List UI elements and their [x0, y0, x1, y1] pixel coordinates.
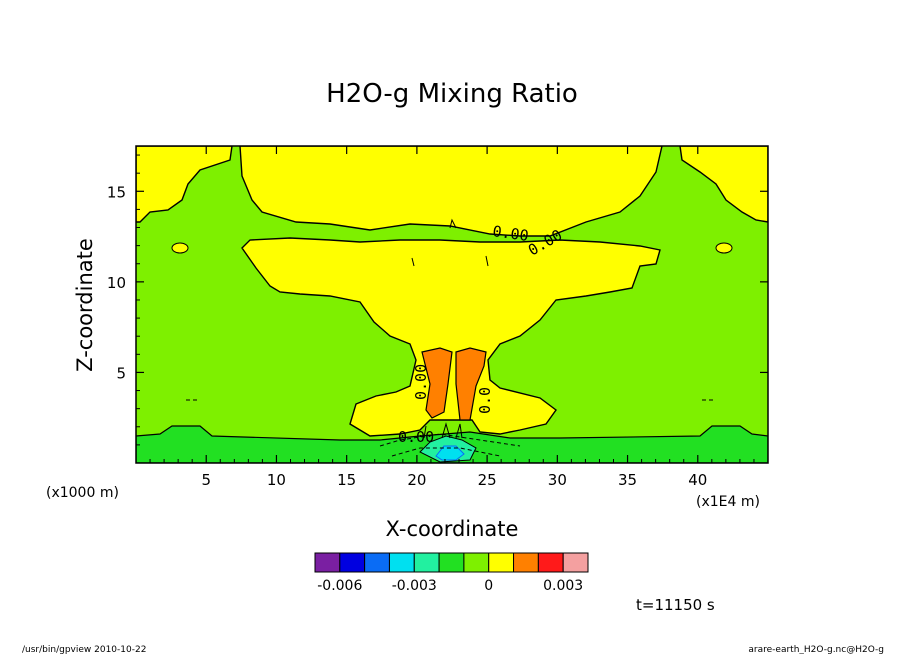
- y-axis: 5 10 15: [107, 154, 768, 446]
- x-tick-label: 25: [478, 471, 497, 489]
- colorbar-tick-label: 0.003: [543, 578, 583, 594]
- colorbar-tick-label: 0: [484, 578, 493, 594]
- colorbar-cell: [513, 552, 539, 573]
- small-yellow-patch: [171, 242, 189, 254]
- x-tick-label: 20: [407, 471, 426, 489]
- y-axis-unit: (x1000 m): [46, 485, 119, 501]
- colorbar-cell: [463, 552, 490, 573]
- central-yellow-plume: [241, 237, 661, 437]
- colorbar-cell: [388, 552, 415, 573]
- small-yellow-patch: [715, 242, 733, 254]
- x-axis-unit: (x1E4 m): [696, 494, 760, 510]
- colorbar-labels: -0.006 -0.003 0 0.003: [317, 578, 583, 594]
- contour-label: 0.0: [476, 387, 494, 414]
- footer-right: arare-earth_H2O-g.nc@H2O-g: [748, 645, 884, 654]
- y-tick-label: 5: [116, 364, 126, 382]
- y-tick-label: 15: [107, 183, 126, 201]
- colorbar: [314, 552, 589, 573]
- y-tick-label: 10: [107, 274, 126, 292]
- x-tick-label: 35: [618, 471, 637, 489]
- colorbar-cell: [488, 552, 515, 573]
- upper-yellow-region-center: [239, 146, 663, 237]
- contour-label: 0.00: [491, 222, 529, 245]
- chart-title: H2O-g Mixing Ratio: [326, 79, 578, 109]
- small-contour-line: [411, 218, 489, 439]
- colorbar-cell: [537, 552, 564, 573]
- colorbar-cell: [339, 552, 366, 573]
- plot-frame: [135, 145, 769, 464]
- colorbar-cell: [364, 552, 390, 573]
- colorbar-tick-label: -0.003: [392, 578, 437, 594]
- x-axis-label: X-coordinate: [386, 517, 519, 541]
- orange-core-right: [455, 347, 487, 421]
- x-tick-label: 15: [337, 471, 356, 489]
- x-axis: 5 10 15 20 25 30 35 40: [149, 146, 755, 489]
- dashed-negative-contour: [186, 399, 716, 457]
- upper-yellow-region-left: [136, 146, 233, 223]
- colorbar-cell: [413, 552, 440, 573]
- colorbar-cell: [314, 552, 341, 573]
- lower-cyan-core-inner: [435, 445, 465, 461]
- upper-yellow-region-right: [679, 146, 768, 223]
- colorbar-cell: [562, 552, 589, 573]
- x-tick-label: 40: [688, 471, 707, 489]
- x-tick-label: 30: [548, 471, 567, 489]
- x-tick-label: 5: [201, 471, 211, 489]
- colorbar-tick-label: -0.006: [317, 578, 362, 594]
- y-axis-label: Z-coordinate: [73, 238, 97, 372]
- time-label: t=11150 s: [636, 596, 715, 614]
- colorbar-cell: [438, 552, 465, 573]
- orange-core-left: [421, 347, 453, 419]
- plot-area: 0.00 0.00 0.00 0.00 0.0: [136, 146, 768, 463]
- contour-label: 0.00: [412, 364, 430, 400]
- footer-left: /usr/bin/gpview 2010-10-22: [22, 645, 146, 654]
- x-tick-label: 10: [267, 471, 286, 489]
- contour-label: 0.00: [398, 428, 434, 446]
